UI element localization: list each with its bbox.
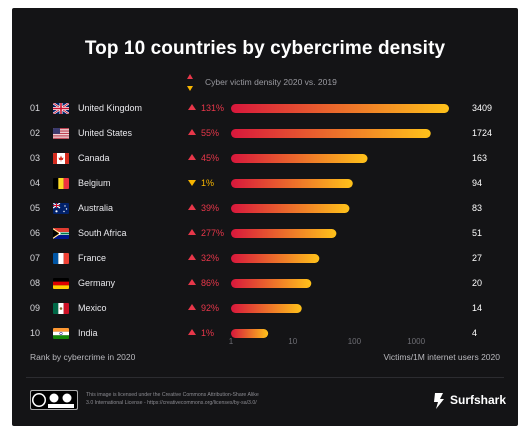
x-axis-label: Victims/1M internet users 2020 — [383, 352, 500, 362]
table-row: 02 United States 55% 1724 — [12, 124, 518, 144]
rank-label: 10 — [30, 328, 41, 338]
in-flag-icon — [53, 328, 69, 339]
value-label: 163 — [472, 153, 488, 163]
bar — [231, 329, 269, 338]
country-label: Mexico — [78, 303, 107, 313]
value-label: 83 — [472, 203, 483, 213]
value-label: 4 — [472, 328, 478, 338]
footer-divider — [26, 377, 504, 378]
bar — [231, 204, 350, 213]
table-row: 08 Germany 86% 20 — [12, 274, 518, 294]
arrow-up-icon — [188, 279, 196, 285]
value-label: 51 — [472, 228, 483, 238]
change-label: 32% — [201, 253, 220, 263]
bar — [231, 254, 320, 263]
bar — [231, 104, 449, 113]
arrow-up-icon — [188, 229, 196, 235]
za-flag-icon — [53, 228, 69, 239]
bar — [231, 279, 312, 288]
x-tick-label: 1000 — [407, 337, 426, 346]
table-row: 05 Australia 39% 83 — [12, 199, 518, 219]
mx-flag-icon — [53, 303, 69, 314]
country-label: Australia — [78, 203, 114, 213]
arrow-up-icon — [188, 104, 196, 110]
country-label: South Africa — [78, 228, 127, 238]
value-label: 27 — [472, 253, 483, 263]
be-flag-icon — [53, 178, 69, 189]
rank-label: 04 — [30, 178, 41, 188]
change-label: 39% — [201, 203, 220, 213]
country-label: United Kingdom — [78, 103, 143, 113]
value-label: 20 — [472, 278, 483, 288]
change-label: 1% — [201, 328, 215, 338]
x-tick-label: 1 — [228, 337, 234, 346]
table-row: 03 Canada 45% 163 — [12, 149, 518, 169]
table-row: 09 Mexico 92% 14 — [12, 299, 518, 319]
table-row: 01 United Kingdom 131% 3409 — [12, 99, 518, 119]
rank-label: 03 — [30, 153, 41, 163]
rank-label: 05 — [30, 203, 41, 213]
rank-label: 09 — [30, 303, 41, 313]
rank-label: 07 — [30, 253, 41, 263]
chart-title: Top 10 countries by cybercrime density — [84, 38, 446, 59]
ca-flag-icon — [53, 153, 69, 164]
value-label: 3409 — [472, 103, 493, 113]
bar — [231, 179, 353, 188]
value-label: 14 — [472, 303, 483, 313]
arrow-up-icon — [188, 329, 196, 335]
creative-commons-badge-icon — [30, 390, 78, 410]
change-label: 92% — [201, 303, 220, 313]
rank-caption: Rank by cybercrime in 2020 — [30, 352, 136, 362]
license-line-1: This image is licensed under the Creativ… — [86, 392, 259, 398]
au-flag-icon — [53, 203, 69, 214]
arrow-up-icon — [188, 254, 196, 260]
us-flag-icon — [53, 128, 69, 139]
arrow-up-icon — [188, 304, 196, 310]
brand-name: Surfshark — [450, 393, 507, 407]
rank-label: 08 — [30, 278, 41, 288]
value-label: 94 — [472, 178, 483, 188]
x-tick-label: 100 — [347, 337, 362, 346]
table-row: 07 France 32% 27 — [12, 249, 518, 269]
country-label: Canada — [78, 153, 110, 163]
country-label: India — [78, 328, 98, 338]
country-label: Belgium — [78, 178, 111, 188]
rank-label: 02 — [30, 128, 41, 138]
arrow-up-icon — [188, 204, 196, 210]
de-flag-icon — [53, 278, 69, 289]
country-label: United States — [78, 128, 133, 138]
change-label: 45% — [201, 153, 220, 163]
license-text: This image is licensed under the Creativ… — [86, 391, 259, 407]
bars-layer — [231, 104, 449, 338]
country-label: Germany — [78, 278, 116, 288]
gb-flag-icon — [53, 103, 69, 114]
change-label: 86% — [201, 278, 220, 288]
rank-label: 01 — [30, 103, 41, 113]
fr-flag-icon — [53, 253, 69, 264]
surfshark-icon — [434, 393, 444, 409]
table-row: 06 South Africa 277% 51 — [12, 224, 518, 244]
change-label: 55% — [201, 128, 220, 138]
legend-label: Cyber victim density 2020 vs. 2019 — [205, 77, 337, 87]
bar — [231, 154, 368, 163]
bar — [231, 229, 337, 238]
arrow-up-icon — [188, 129, 196, 135]
bar — [231, 129, 431, 138]
arrow-up-icon — [188, 154, 196, 160]
bar — [231, 304, 302, 313]
chart-card: Top 10 countries by cybercrime density C… — [12, 8, 518, 426]
rank-label: 06 — [30, 228, 41, 238]
change-label: 277% — [201, 228, 225, 238]
x-tick-label: 10 — [288, 337, 298, 346]
up-down-arrows-icon — [187, 74, 193, 91]
license-line-2: 3.0 International License - https://crea… — [86, 400, 257, 406]
table-row: 04 Belgium 1% 94 — [12, 174, 518, 194]
country-label: France — [78, 253, 107, 263]
value-label: 1724 — [472, 128, 493, 138]
arrow-down-icon — [188, 180, 196, 186]
change-label: 1% — [201, 178, 215, 188]
table-row: 10 India 1% 4 — [12, 324, 518, 344]
change-label: 131% — [201, 103, 225, 113]
